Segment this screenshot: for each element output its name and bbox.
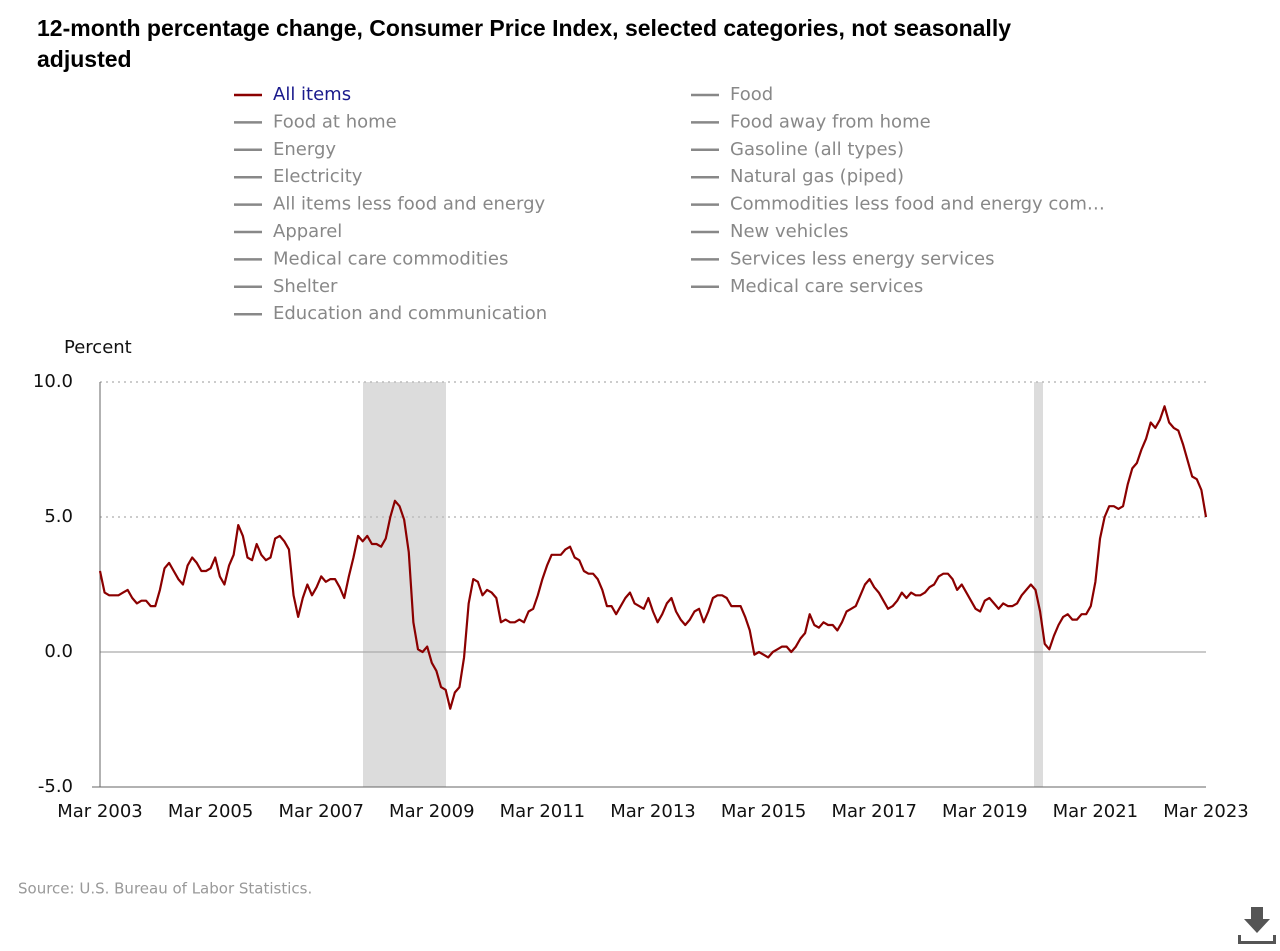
- legend-label[interactable]: Food: [730, 84, 773, 105]
- legend-label[interactable]: Medical care commodities: [273, 248, 508, 269]
- x-tick-label: Mar 2013: [610, 801, 696, 822]
- legend-label[interactable]: Education and communication: [273, 303, 547, 324]
- download-icon[interactable]: [1238, 907, 1276, 944]
- y-tick-label: 0.0: [44, 641, 73, 662]
- legend-label[interactable]: All items: [273, 84, 351, 105]
- legend-label[interactable]: Apparel: [273, 221, 342, 242]
- chart-title: adjusted: [37, 46, 132, 72]
- legend-label[interactable]: All items less food and energy: [273, 194, 546, 215]
- y-tick-label: 10.0: [33, 371, 73, 392]
- legend-label[interactable]: Gasoline (all types): [730, 139, 904, 160]
- x-tick-label: Mar 2021: [1053, 801, 1139, 822]
- x-tick-label: Mar 2017: [831, 801, 917, 822]
- chart-title: 12-month percentage change, Consumer Pri…: [37, 15, 1011, 41]
- x-tick-label: Mar 2019: [942, 801, 1028, 822]
- x-tick-label: Mar 2015: [721, 801, 807, 822]
- legend-label[interactable]: Shelter: [273, 276, 338, 297]
- data-line: [98, 405, 1208, 710]
- legend-label[interactable]: Medical care services: [730, 276, 923, 297]
- legend-label[interactable]: Food away from home: [730, 111, 931, 132]
- legend-label[interactable]: Commodities less food and energy com…: [730, 194, 1105, 215]
- legend-label[interactable]: New vehicles: [730, 221, 848, 242]
- legend-label[interactable]: Natural gas (piped): [730, 166, 904, 187]
- legend-label[interactable]: Energy: [273, 139, 336, 160]
- legend-label[interactable]: Services less energy services: [730, 248, 994, 269]
- legend-label[interactable]: Food at home: [273, 111, 397, 132]
- x-tick-label: Mar 2003: [57, 801, 143, 822]
- y-axis-label: Percent: [64, 337, 132, 358]
- source-note: Source: U.S. Bureau of Labor Statistics.: [18, 880, 312, 898]
- x-tick-label: Mar 2023: [1163, 801, 1249, 822]
- y-tick-label: -5.0: [38, 776, 73, 797]
- x-tick-label: Mar 2009: [389, 801, 475, 822]
- legend-label[interactable]: Electricity: [273, 166, 363, 187]
- x-tick-label: Mar 2005: [168, 801, 254, 822]
- recession-band: [363, 382, 446, 787]
- x-tick-label: Mar 2007: [278, 801, 364, 822]
- x-tick-label: Mar 2011: [500, 801, 586, 822]
- y-tick-label: 5.0: [44, 506, 73, 527]
- recession-band: [1034, 382, 1043, 787]
